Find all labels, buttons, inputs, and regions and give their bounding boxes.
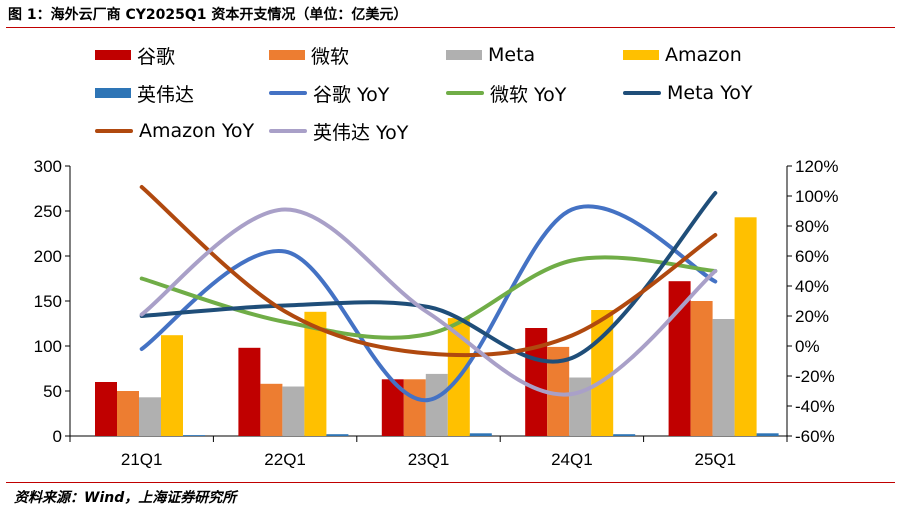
right-tick-label: 120%: [795, 157, 838, 176]
line-microsoft_yoy: [139, 255, 718, 340]
legend-label-nvidia-yoy: 英伟达 YoY: [313, 121, 409, 144]
line-google_yoy: [139, 204, 718, 403]
legend-label-google: 谷歌: [137, 45, 176, 68]
bar-meta-21Q1: [139, 397, 161, 436]
legend-swatch-nvidia-yoy: [269, 129, 307, 133]
bar-google-22Q1: [238, 347, 261, 436]
left-tick-label: 150: [34, 292, 62, 311]
right-tick-label: 0%: [795, 337, 820, 356]
bar-nvidia-22Q1: [326, 434, 349, 436]
bar-meta-24Q1: [569, 377, 592, 436]
legend-item-amazon-yoy: Amazon YoY: [95, 116, 254, 146]
bar-microsoft-21Q1: [117, 391, 139, 436]
source-note: 资料来源：Wind，上海证券研究所: [14, 490, 237, 506]
legend-swatch-microsoft-yoy: [446, 91, 484, 95]
left-tick-label: 250: [34, 202, 62, 221]
legend-item-meta-yoy: Meta YoY: [623, 78, 753, 108]
x-tick-label: 22Q1: [264, 450, 306, 469]
x-tick-label: 23Q1: [408, 450, 450, 469]
left-tick-label: 0: [53, 427, 62, 446]
legend-swatch-meta-yoy: [623, 91, 661, 95]
legend-swatch-amazon-yoy: [95, 129, 133, 133]
line-nvidia_yoy: [139, 207, 718, 397]
legend-swatch-nvidia: [95, 88, 131, 98]
line-meta_yoy: [139, 191, 718, 364]
bar-meta-23Q1: [425, 373, 448, 436]
line-amazon_yoy: [139, 185, 718, 358]
legend-item-amazon: Amazon: [623, 40, 742, 70]
legend-label-microsoft: 微软: [311, 45, 350, 68]
legend-item-nvidia: 英伟达: [95, 78, 194, 108]
legend-swatch-google: [95, 50, 131, 60]
legend-item-microsoft: 微软: [269, 40, 349, 70]
bar-nvidia-25Q1: [756, 433, 779, 436]
legend-label-meta-yoy: Meta YoY: [667, 82, 753, 104]
bar-google-23Q1: [381, 379, 404, 436]
legend-swatch-microsoft: [269, 50, 305, 60]
right-tick-label: -60%: [795, 427, 835, 446]
bar-microsoft-23Q1: [403, 379, 426, 436]
bar-meta-22Q1: [282, 386, 305, 436]
right-tick-label: 80%: [795, 217, 829, 236]
legend-label-amazon: Amazon: [665, 44, 742, 66]
right-tick-label: 60%: [795, 247, 829, 266]
legend-item-nvidia-yoy: 英伟达 YoY: [269, 116, 408, 146]
legend-item-microsoft-yoy: 微软 YoY: [446, 78, 566, 108]
bar-nvidia-21Q1: [183, 435, 205, 436]
legend-label-meta: Meta: [488, 44, 536, 66]
bar-google-25Q1: [668, 281, 691, 436]
legend-label-nvidia: 英伟达: [137, 83, 195, 106]
left-tick-label: 100: [34, 337, 62, 356]
bar-microsoft-25Q1: [690, 301, 713, 436]
legend-label-amazon-yoy: Amazon YoY: [139, 120, 255, 142]
top-rule: [6, 27, 895, 28]
right-tick-label: -20%: [795, 367, 835, 386]
legend-label-microsoft-yoy: 微软 YoY: [490, 83, 567, 106]
bar-nvidia-23Q1: [469, 433, 492, 436]
legend: 谷歌 微软 Meta Amazon 英伟达 谷歌 YoY 微软 YoY Meta…: [0, 36, 901, 156]
legend-swatch-google-yoy: [269, 91, 307, 95]
figure-title: 图 1：海外云厂商 CY2025Q1 资本开支情况（单位：亿美元）: [8, 7, 408, 23]
left-tick-label: 300: [34, 157, 62, 176]
bar-meta-25Q1: [712, 319, 735, 436]
legend-swatch-amazon: [623, 50, 659, 60]
right-tick-label: -40%: [795, 397, 835, 416]
bottom-rule: [6, 482, 895, 483]
bar-google-24Q1: [525, 328, 548, 436]
right-tick-label: 40%: [795, 277, 829, 296]
legend-item-google-yoy: 谷歌 YoY: [269, 78, 389, 108]
bar-google-21Q1: [95, 382, 117, 436]
bar-amazon-25Q1: [734, 217, 757, 436]
legend-swatch-meta: [446, 50, 482, 60]
right-tick-label: 20%: [795, 307, 829, 326]
right-tick-label: 100%: [795, 187, 838, 206]
x-tick-label: 25Q1: [695, 450, 737, 469]
x-tick-label: 21Q1: [121, 450, 163, 469]
left-tick-label: 200: [34, 247, 62, 266]
bar-microsoft-22Q1: [260, 383, 283, 436]
legend-item-google: 谷歌: [95, 40, 175, 70]
legend-label-google-yoy: 谷歌 YoY: [313, 83, 390, 106]
legend-item-meta: Meta: [446, 40, 535, 70]
bar-amazon-21Q1: [161, 335, 183, 436]
bar-amazon-22Q1: [304, 311, 327, 436]
left-tick-label: 50: [43, 382, 62, 401]
bar-nvidia-24Q1: [613, 434, 636, 436]
x-tick-label: 24Q1: [551, 450, 593, 469]
bar-microsoft-24Q1: [547, 346, 570, 436]
